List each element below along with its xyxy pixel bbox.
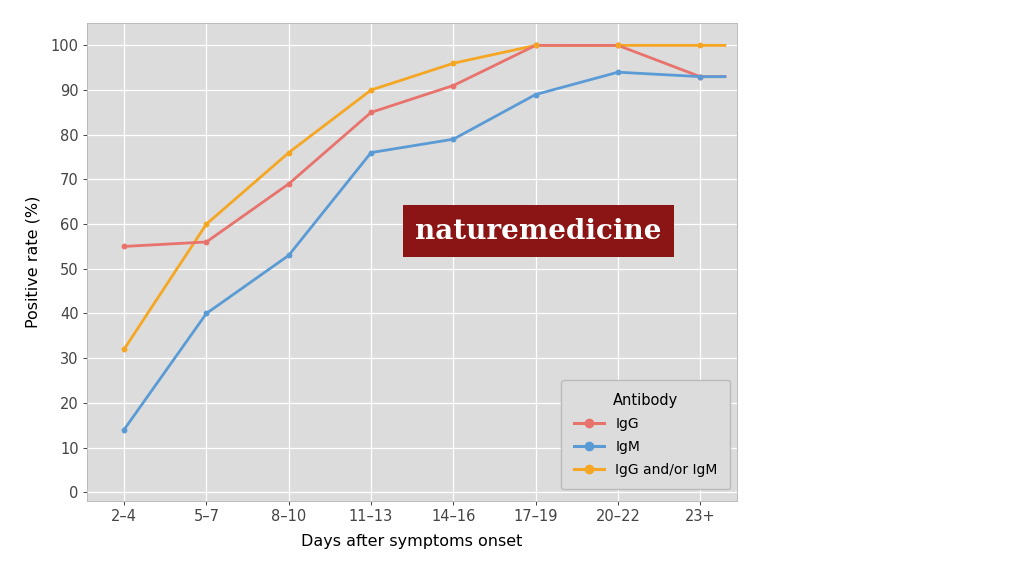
Legend: IgG, IgM, IgG and/or IgM: IgG, IgM, IgG and/or IgM [561,380,730,490]
Point [445,135,462,144]
Point [281,148,297,157]
Point [445,59,462,68]
Point [116,344,132,354]
Y-axis label: Positive rate (%): Positive rate (%) [26,196,41,328]
Point [692,72,709,81]
Point [527,90,544,99]
Point [362,108,379,117]
Point [692,72,709,81]
Point [362,85,379,94]
Point [692,41,709,50]
Point [527,41,544,50]
Point [199,219,215,229]
Point [281,179,297,188]
Point [116,425,132,434]
Point [362,148,379,157]
Point [116,242,132,251]
Point [609,67,626,77]
Point [609,41,626,50]
Point [199,309,215,318]
Text: naturemedicine: naturemedicine [416,218,662,244]
Point [281,251,297,260]
Point [445,81,462,90]
Point [199,237,215,247]
X-axis label: Days after symptoms onset: Days after symptoms onset [301,534,523,549]
Point [527,41,544,50]
Point [609,41,626,50]
